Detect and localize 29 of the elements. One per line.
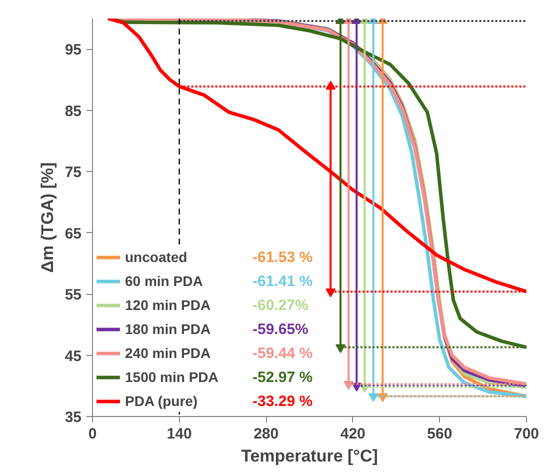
x-tick-label: 140 xyxy=(166,426,192,442)
legend-label: 180 min PDA xyxy=(125,320,211,339)
x-tick-label: 700 xyxy=(514,426,540,442)
y-tick-label: 55 xyxy=(64,286,82,304)
annotation: -52.97 % xyxy=(252,369,313,386)
x-tick-label: 420 xyxy=(340,426,366,442)
legend-label: PDA (pure) xyxy=(125,392,198,411)
y-tick-label: 85 xyxy=(64,102,82,120)
annotation: -59.44 % xyxy=(252,345,313,362)
y-axis-title: Δm (TGA) [%] xyxy=(38,162,57,273)
legend-label: 120 min PDA xyxy=(125,296,211,315)
legend-label: 1500 min PDA xyxy=(125,368,218,387)
x-tick-label: 0 xyxy=(88,426,97,442)
annotation: -61.41 % xyxy=(252,273,313,290)
x-axis-title: Temperature [°C] xyxy=(241,446,378,466)
y-tick-label: 65 xyxy=(64,225,82,242)
annotation: -61.53 % xyxy=(252,249,313,266)
legend-label: 60 min PDA xyxy=(125,272,203,291)
annotation: -59.65% xyxy=(252,321,308,338)
y-tick-label: 35 xyxy=(64,409,82,426)
y-tick-label: 75 xyxy=(64,164,82,182)
x-tick-label: 280 xyxy=(254,426,279,442)
annotation: -60.27% xyxy=(252,297,308,314)
legend-label: 240 min PDA xyxy=(125,344,211,363)
y-tick-label: 95 xyxy=(64,42,82,59)
annotation: -33.29 % xyxy=(252,393,313,410)
y-tick-label: 45 xyxy=(64,348,82,365)
legend-label: uncoated xyxy=(125,248,188,267)
x-tick-label: 560 xyxy=(427,426,452,442)
